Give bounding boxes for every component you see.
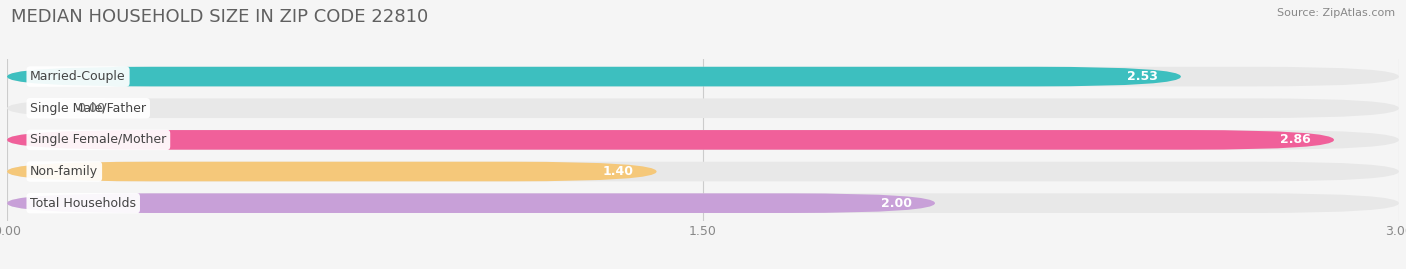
Text: Married-Couple: Married-Couple [31, 70, 127, 83]
Text: Non-family: Non-family [31, 165, 98, 178]
Text: 2.00: 2.00 [880, 197, 911, 210]
FancyBboxPatch shape [7, 130, 1399, 150]
Text: 0.00: 0.00 [76, 102, 104, 115]
FancyBboxPatch shape [7, 193, 935, 213]
FancyBboxPatch shape [7, 67, 1399, 86]
FancyBboxPatch shape [7, 98, 1399, 118]
FancyBboxPatch shape [7, 130, 1334, 150]
FancyBboxPatch shape [7, 162, 1399, 181]
FancyBboxPatch shape [7, 67, 1181, 86]
Text: 2.86: 2.86 [1279, 133, 1310, 146]
FancyBboxPatch shape [7, 193, 1399, 213]
Text: Total Households: Total Households [31, 197, 136, 210]
Text: Source: ZipAtlas.com: Source: ZipAtlas.com [1277, 8, 1395, 18]
Text: MEDIAN HOUSEHOLD SIZE IN ZIP CODE 22810: MEDIAN HOUSEHOLD SIZE IN ZIP CODE 22810 [11, 8, 429, 26]
FancyBboxPatch shape [7, 162, 657, 181]
Text: 1.40: 1.40 [602, 165, 633, 178]
Text: Single Female/Mother: Single Female/Mother [31, 133, 166, 146]
Text: Single Male/Father: Single Male/Father [31, 102, 146, 115]
Text: 2.53: 2.53 [1126, 70, 1157, 83]
